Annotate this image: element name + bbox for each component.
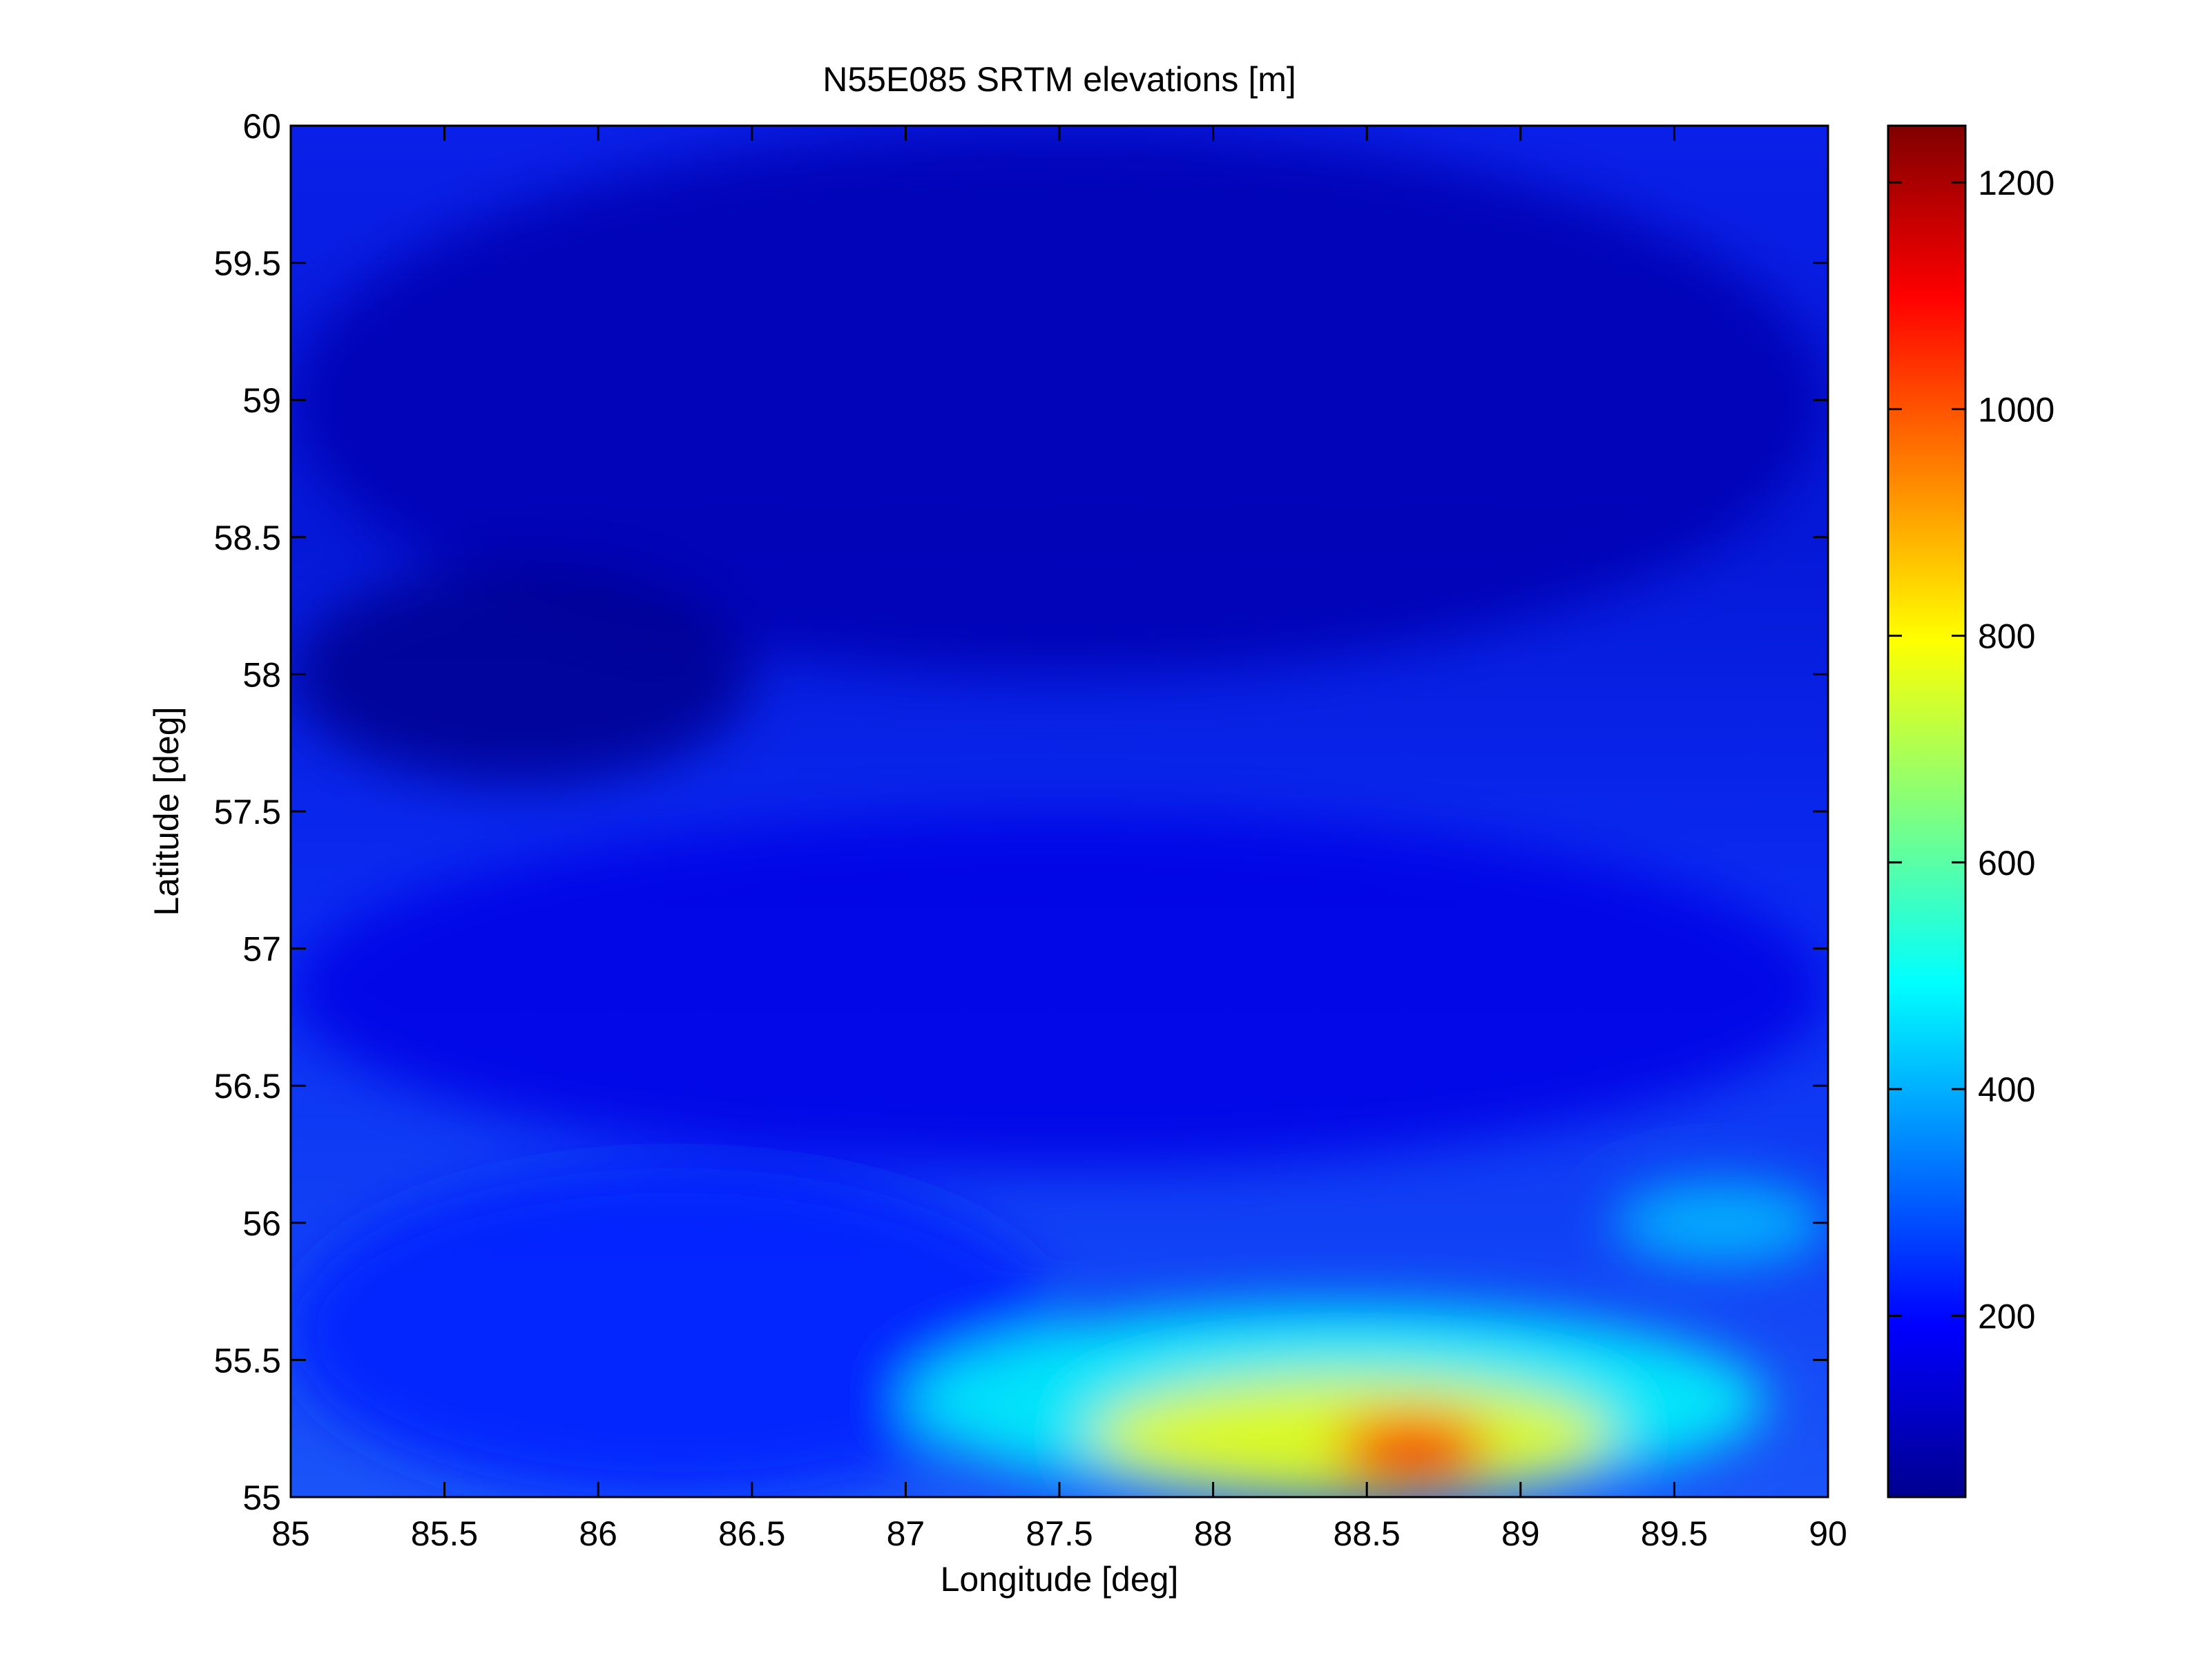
heatmap-region (1613, 1182, 1828, 1264)
y-tick-label: 57.5 (214, 793, 281, 831)
x-axis: 85 85.5 86 86.5 87 87.5 88 88.5 89 89.5 90 (271, 126, 1847, 1553)
y-tick-label: 55.5 (214, 1341, 281, 1380)
y-tick-label: 56.5 (214, 1067, 281, 1106)
x-tick-label: 89 (1501, 1514, 1540, 1553)
x-tick-label: 87 (887, 1514, 925, 1553)
y-tick-label: 59.5 (214, 244, 281, 283)
plot-area (289, 124, 1829, 1498)
colorbar-tick-label: 1000 (1978, 390, 2055, 429)
x-tick-label: 88 (1194, 1514, 1233, 1553)
y-tick-label: 56 (242, 1204, 281, 1243)
x-tick-label: 85.5 (411, 1514, 478, 1553)
y-tick-label: 57 (242, 930, 281, 969)
chart-title: N55E085 SRTM elevations [m] (823, 60, 1296, 99)
y-tick-label: 59 (242, 381, 281, 420)
heatmap-region (291, 811, 1828, 1168)
heatmap-region (291, 126, 1828, 675)
heatmap-region (291, 564, 752, 784)
colorbar-tick-label: 800 (1978, 617, 2035, 656)
y-axis-label: Latitude [deg] (147, 706, 186, 916)
colorbar-ticks: 200 400 600 800 1000 1200 (1888, 164, 2055, 1336)
heatmap-region (1336, 1414, 1490, 1484)
colorbar-tick-label: 200 (1978, 1297, 2035, 1336)
colorbar-gradient (1887, 124, 1967, 1498)
colorbar-tick-label: 1200 (1978, 164, 2055, 202)
colorbar-tick-label: 600 (1978, 844, 2035, 883)
x-tick-label: 90 (1809, 1514, 1847, 1553)
x-axis-label: Longitude [deg] (941, 1560, 1179, 1599)
x-tick-label: 86 (579, 1514, 617, 1553)
y-tick-label: 55 (242, 1478, 281, 1517)
heatmap-regions (291, 126, 1828, 1497)
x-tick-label: 87.5 (1026, 1514, 1093, 1553)
x-tick-label: 88.5 (1334, 1514, 1401, 1553)
x-tick-label: 85 (271, 1514, 310, 1553)
colorbar: 200 400 600 800 1000 1200 (1887, 124, 2055, 1498)
x-tick-label: 89.5 (1641, 1514, 1708, 1553)
y-tick-label: 58.5 (214, 519, 281, 557)
y-tick-label: 58 (242, 655, 281, 694)
x-tick-label: 86.5 (718, 1514, 785, 1553)
colorbar-tick-label: 400 (1978, 1070, 2035, 1109)
y-axis: 55 55.5 56 56.5 57 57.5 58 58.5 59 59.5 60 (214, 107, 1828, 1517)
y-tick-label: 60 (242, 107, 281, 146)
heatmap-region (291, 1168, 1059, 1497)
